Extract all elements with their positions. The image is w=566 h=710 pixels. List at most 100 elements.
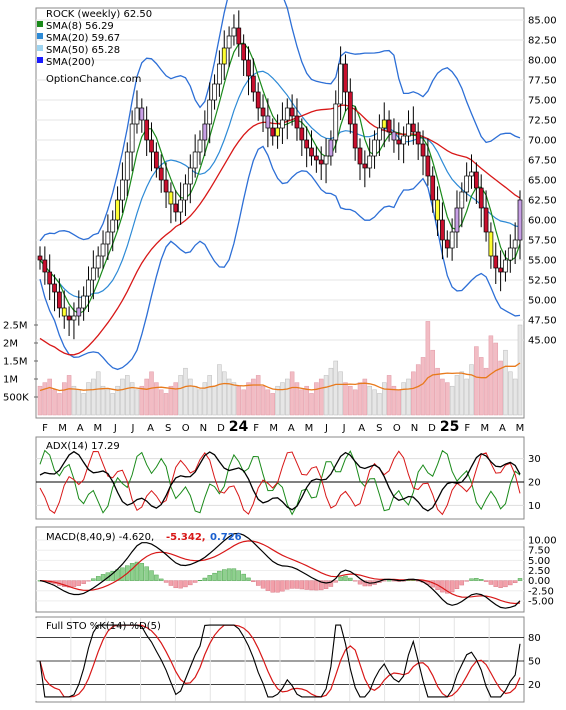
volume-bar (517, 324, 523, 416)
candle-body (410, 123, 416, 133)
candle-body (154, 151, 159, 169)
candle-body (163, 179, 169, 193)
candle-body (246, 59, 251, 77)
candle-body (178, 199, 183, 213)
candle-body (517, 199, 523, 241)
sma20-line (39, 70, 521, 298)
candle-body (241, 43, 246, 61)
macd-histogram-bar (197, 580, 203, 581)
volume-bar (154, 382, 159, 416)
macd-histogram-bar (76, 580, 81, 586)
x-axis-labels: F M A M J J A S O N D 24 F M A M J J A S O N D 25 F M A M (42, 419, 524, 435)
candle-body (217, 63, 222, 85)
macd-histogram-bar (454, 580, 460, 589)
adx-label: ADX(14) 17.29 (46, 441, 120, 452)
price-tick-label: 72.50 (528, 116, 557, 127)
adx-plus-di (39, 449, 521, 516)
candle-body (90, 267, 96, 281)
volume-bar (498, 360, 503, 416)
chart-title: ROCK (weekly) 62.50 (46, 9, 152, 20)
volume-bar (318, 378, 324, 416)
volume-bar (125, 375, 130, 416)
macd-histogram-bar (508, 580, 513, 586)
candle-body (187, 167, 193, 185)
adx-line (39, 450, 521, 512)
volume-bar (299, 389, 305, 416)
candle-body (309, 147, 314, 157)
candle-body (250, 75, 256, 93)
volume-tick-label: 2.5M (3, 321, 28, 332)
volume-bar (401, 382, 406, 416)
volume-bar (183, 367, 188, 416)
volume-bar (406, 378, 411, 416)
volume-bars (37, 321, 523, 416)
legend-sma200: SMA(200) (46, 57, 95, 68)
candle-body (110, 219, 116, 233)
volume-bar (493, 342, 499, 416)
candle-body (255, 91, 261, 109)
volume-bar (289, 371, 295, 416)
volume-bar (328, 367, 334, 416)
volume-bar (192, 385, 198, 416)
volume-bar (381, 382, 387, 416)
candle-body (260, 107, 266, 117)
legend-swatch-sma50 (37, 45, 43, 51)
candle-body (280, 119, 285, 129)
macd-histogram-bar (120, 567, 125, 581)
x-axis-label: M (269, 423, 278, 434)
volume-bar (149, 371, 154, 416)
price-panel-frame (35, 7, 525, 419)
candle-body (221, 47, 227, 65)
macd-histogram-bar (338, 576, 343, 581)
volume-bar (37, 385, 43, 416)
volume-bar (105, 389, 111, 416)
volume-bar (377, 393, 382, 416)
candle-body (328, 139, 334, 157)
macd-histogram-bar (129, 563, 135, 581)
x-axis-label: 25 (440, 419, 459, 435)
candle-body (57, 291, 62, 309)
x-axis-label: F (42, 423, 48, 434)
candle-body (454, 207, 460, 233)
bollinger-lower (39, 145, 521, 371)
candle-body (120, 179, 125, 201)
price-tick-label: 80.00 (528, 56, 557, 67)
candle-body (134, 107, 140, 125)
price-tick-label: 67.50 (528, 156, 557, 167)
candle-body (294, 115, 300, 129)
macd-tick-label: -2.50 (528, 586, 554, 597)
price-tick-label: 57.50 (528, 236, 557, 247)
macd-histogram-bar (275, 580, 280, 593)
macd-tick-label: 2.50 (528, 566, 550, 577)
macd-line (39, 532, 521, 609)
macd-histogram-bar (212, 572, 217, 581)
candle-body (37, 255, 43, 261)
candle-body (493, 255, 499, 269)
volume-bar (115, 385, 120, 416)
volume-bar (435, 367, 440, 416)
volume-bar (86, 382, 91, 416)
candle-body (464, 175, 470, 193)
x-axis-label: M (516, 423, 525, 434)
volume-bar (265, 389, 271, 416)
candle-body (391, 131, 397, 141)
price-tick-label: 82.50 (528, 36, 557, 47)
bollinger-upper (39, 0, 521, 242)
volume-bar (304, 385, 309, 416)
macd-histogram-bar (294, 580, 300, 589)
candle-body (333, 103, 339, 141)
macd-histogram-bar (168, 580, 174, 586)
macd-histogram-bar (255, 580, 261, 586)
macd-signal-value: 0.726 (210, 532, 242, 543)
macd-histogram-bar (86, 580, 91, 582)
macd-histogram-bar (483, 580, 489, 582)
volume-bar (66, 375, 72, 416)
volume-bar (217, 364, 222, 416)
x-axis-label: J (342, 423, 346, 434)
candle-body (357, 147, 363, 165)
macd-histogram-bar (289, 580, 295, 589)
x-axis-label: M (305, 423, 314, 434)
x-axis-label: A (147, 423, 154, 434)
volume-bar (415, 364, 421, 416)
